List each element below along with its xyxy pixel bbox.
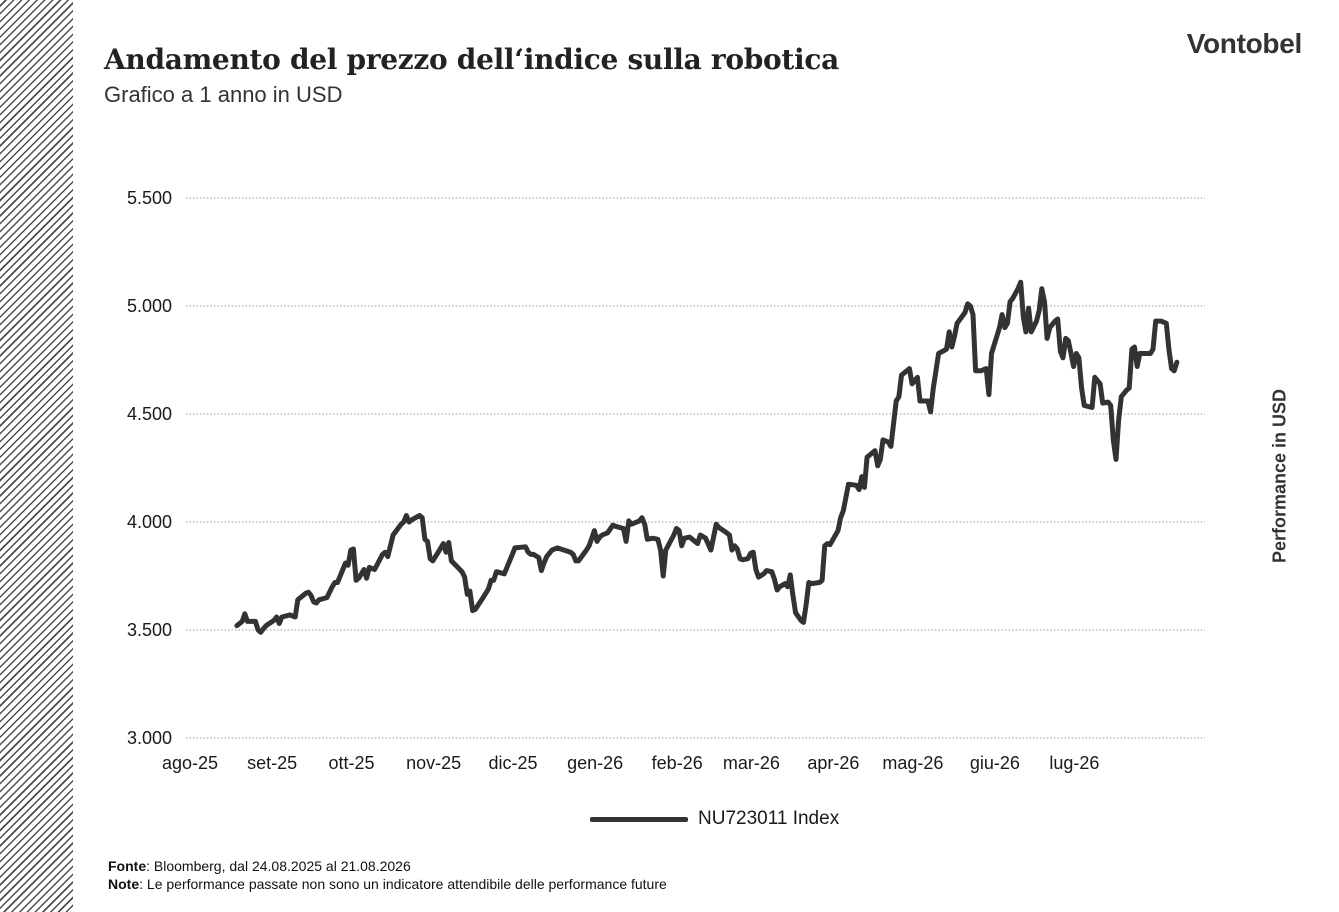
y-axis-label: Performance in USD [1269, 388, 1290, 564]
x-tick-label: gen-26 [567, 753, 623, 773]
x-tick-label: apr-26 [807, 753, 859, 773]
series-line-nu723011 [234, 279, 1180, 635]
y-axis-ticks: 3.000 3.500 4.000 4.500 5.000 5.500 [127, 188, 172, 748]
y-tick-label: 5.000 [127, 296, 172, 316]
x-axis-ticks: ago-25 set-25 ott-25 nov-25 dic-25 gen-26 feb-… [162, 753, 1099, 773]
source-label: Fonte [108, 858, 147, 874]
x-tick-label: ago-25 [162, 753, 218, 773]
vontobel-logo: Vontobel [1186, 28, 1303, 59]
hatched-side-band [0, 0, 73, 912]
y-tick-label: 4.500 [127, 404, 172, 424]
legend-swatch [590, 816, 688, 822]
legend-label: NU723011 Index [698, 808, 840, 829]
x-tick-label: mar-26 [723, 753, 780, 773]
note-label: Note [108, 876, 140, 892]
note-text: : Le performance passate non sono un ind… [139, 876, 667, 892]
x-tick-label: dic-25 [489, 753, 538, 773]
x-tick-label: nov-25 [406, 753, 461, 773]
source-text: : Bloomberg, dal 24.08.2025 al 21.08.202… [146, 858, 411, 874]
footer-notes: Fonte: Bloomberg, dal 24.08.2025 al 21.0… [108, 857, 667, 893]
y-tick-label: 3.500 [127, 620, 172, 640]
x-tick-label: giu-26 [970, 753, 1020, 773]
x-tick-label: set-25 [247, 753, 297, 773]
gridlines [186, 197, 1205, 739]
source-line: Fonte: Bloomberg, dal 24.08.2025 al 21.0… [108, 857, 667, 875]
chart-title: Andamento del prezzo dell‘indice sulla r… [104, 43, 839, 76]
note-line: Note: Le performance passate non sono un… [108, 875, 667, 893]
legend: NU723011 Index [590, 808, 839, 830]
x-tick-label: ott-25 [329, 753, 375, 773]
chart-subtitle: Grafico a 1 anno in USD [104, 82, 343, 107]
y-tick-label: 3.000 [127, 728, 172, 748]
x-tick-label: feb-26 [652, 753, 703, 773]
y-tick-label: 5.500 [127, 188, 172, 208]
x-tick-label: mag-26 [882, 753, 943, 773]
y-tick-label: 4.000 [127, 512, 172, 532]
x-tick-label: lug-26 [1049, 753, 1099, 773]
